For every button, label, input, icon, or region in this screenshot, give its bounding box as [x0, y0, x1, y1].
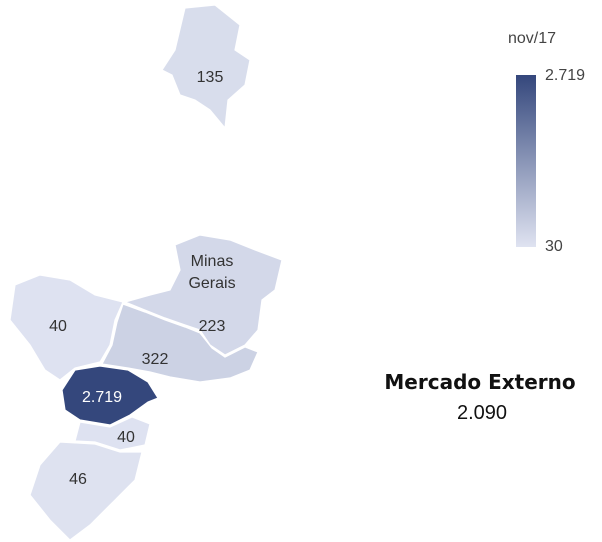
summary-label: Mercado Externo — [384, 370, 576, 394]
region-value: 40 — [117, 429, 135, 446]
region-value: 40 — [49, 318, 67, 335]
region-value: 322 — [141, 351, 169, 368]
summary-value: 2.090 — [456, 402, 508, 424]
legend-gradient — [516, 75, 536, 247]
region-name: Minas Gerais — [188, 253, 236, 292]
region-value: 46 — [69, 471, 87, 488]
region — [74, 416, 151, 451]
legend-min: 30 — [545, 238, 563, 255]
region — [161, 4, 251, 130]
legend-max: 2.719 — [545, 67, 586, 84]
region-value: 135 — [196, 69, 224, 86]
region — [9, 274, 124, 381]
region — [61, 365, 159, 426]
region — [29, 441, 143, 541]
legend-title: nov/17 — [508, 30, 557, 47]
region — [101, 303, 259, 383]
region — [123, 234, 283, 356]
region-value: 2.719 — [81, 389, 123, 406]
region-value: 223 — [198, 318, 226, 335]
